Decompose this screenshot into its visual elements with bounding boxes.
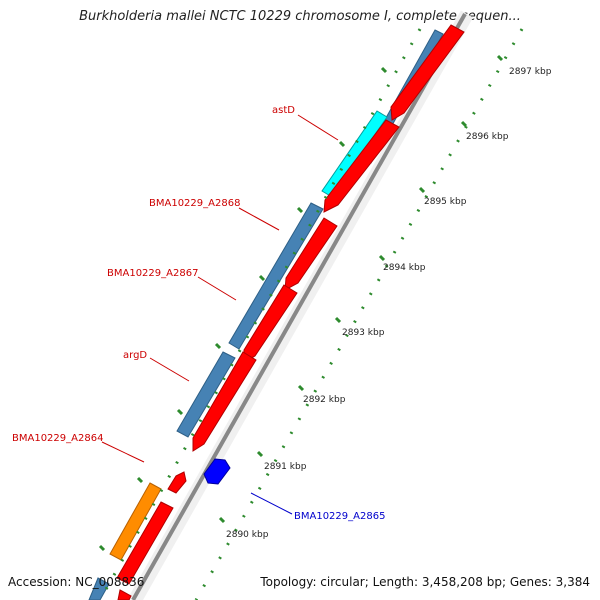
cds-forward[interactable] bbox=[192, 351, 257, 452]
ruler-tick bbox=[214, 342, 222, 350]
ruler-tick bbox=[297, 384, 305, 392]
ruler-label-2897: 2897 kbp bbox=[509, 67, 552, 77]
topology-text: Topology: circular; bbox=[260, 575, 369, 589]
ruler-ticks bbox=[98, 54, 504, 552]
ruler-tick bbox=[460, 120, 468, 128]
label-astD[interactable]: astD bbox=[272, 105, 295, 116]
ruler-label-2891: 2891 kbp bbox=[264, 462, 307, 472]
label-a2864[interactable]: BMA10229_A2864 bbox=[12, 433, 103, 444]
ruler-tick bbox=[98, 544, 106, 552]
ruler-tick bbox=[378, 254, 386, 262]
ruler-label-2896: 2896 kbp bbox=[466, 132, 509, 142]
label-argD[interactable]: argD bbox=[123, 350, 147, 361]
length-text: Length: 3,458,208 bp; bbox=[372, 575, 507, 589]
cds-forward[interactable] bbox=[167, 471, 187, 494]
ruler-tick bbox=[418, 186, 426, 194]
label-a2865[interactable]: BMA10229_A2865 bbox=[294, 511, 385, 522]
ruler-tick bbox=[338, 140, 346, 148]
map-title: Burkholderia mallei NCTC 10229 chromosom… bbox=[79, 9, 521, 24]
cds-reverse[interactable] bbox=[88, 577, 110, 600]
cds-reverse[interactable] bbox=[176, 351, 236, 438]
ruler-tick bbox=[380, 66, 388, 74]
genome-stats: Topology: circular; Length: 3,458,208 bp… bbox=[260, 575, 590, 589]
cds-forward[interactable] bbox=[390, 24, 465, 121]
ruler-tick bbox=[218, 516, 226, 524]
cds-reverse[interactable] bbox=[228, 202, 324, 350]
backbone bbox=[128, 10, 474, 600]
accession-info: Accession: NC_008836 bbox=[8, 575, 144, 589]
callout-lines bbox=[101, 114, 339, 515]
cds-forward[interactable] bbox=[284, 217, 338, 291]
accession-value: NC_008836 bbox=[75, 575, 145, 589]
cds-forward[interactable] bbox=[117, 589, 132, 600]
ruler-tick bbox=[334, 316, 342, 324]
ruler-tick bbox=[136, 476, 144, 484]
ruler-label-2893: 2893 kbp bbox=[342, 328, 385, 338]
ruler-tick bbox=[296, 206, 304, 214]
gene-labels: astD BMA10229_A2868 BMA10229_A2867 argD … bbox=[12, 105, 385, 522]
ruler-label-2894: 2894 kbp bbox=[383, 263, 426, 273]
cds-forward[interactable] bbox=[323, 119, 400, 213]
ruler-label-2895: 2895 kbp bbox=[424, 197, 467, 207]
ruler-labels: 2890 kbp 2891 kbp 2892 kbp 2893 kbp 2894… bbox=[226, 67, 552, 540]
feature-ticks bbox=[98, 28, 524, 600]
gene-a2865-blue[interactable] bbox=[203, 458, 231, 485]
ruler-tick bbox=[496, 54, 504, 62]
forward-strand-features bbox=[116, 24, 465, 600]
ruler-tick bbox=[258, 274, 266, 282]
cds-forward[interactable] bbox=[116, 501, 174, 585]
genes-text: Genes: 3,384 bbox=[509, 575, 590, 589]
accession-label: Accession: bbox=[8, 575, 72, 589]
ruler-tick bbox=[256, 450, 264, 458]
ruler-tick bbox=[176, 408, 184, 416]
ruler-label-2890: 2890 kbp bbox=[226, 530, 269, 540]
label-a2867[interactable]: BMA10229_A2867 bbox=[107, 268, 198, 279]
label-a2868[interactable]: BMA10229_A2868 bbox=[149, 198, 240, 209]
ruler-label-2892: 2892 kbp bbox=[303, 395, 346, 405]
